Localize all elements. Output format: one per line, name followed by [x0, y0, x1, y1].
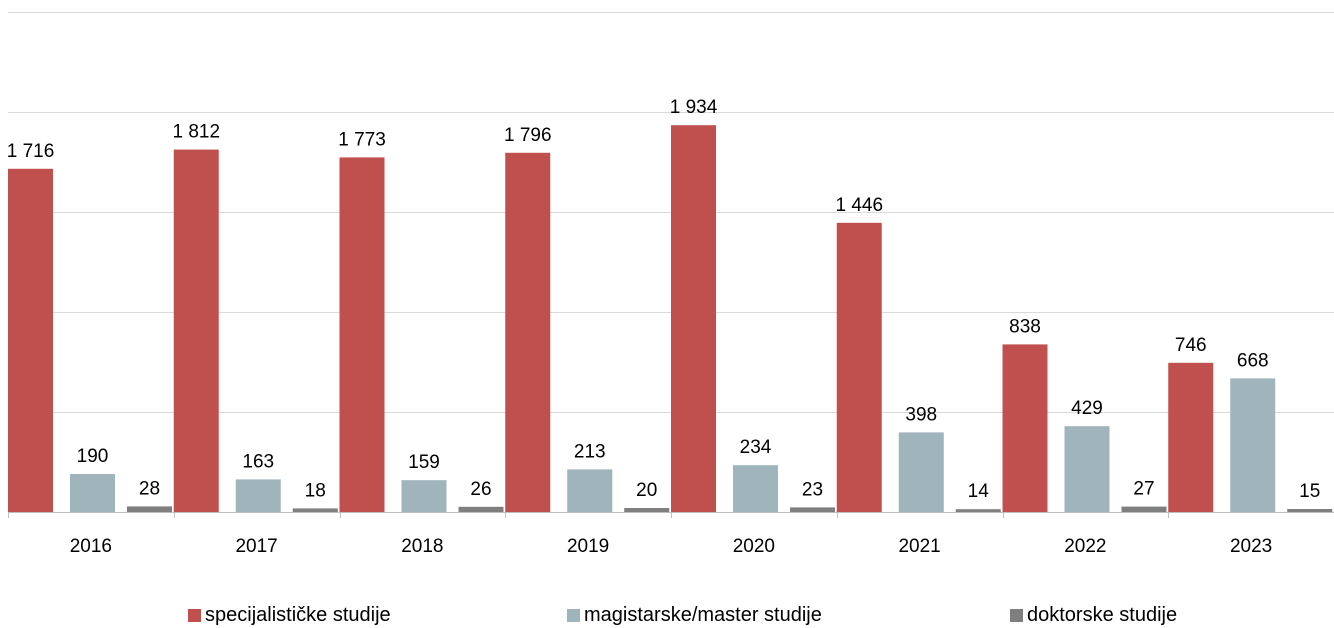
- data-label: 746: [1175, 335, 1207, 356]
- bar-3-2019: [624, 508, 670, 512]
- data-label: 838: [1009, 316, 1041, 337]
- data-label: 398: [905, 404, 937, 425]
- data-label: 26: [470, 479, 491, 500]
- bar-1-2021: [836, 222, 882, 513]
- legend: specijalističke studije magistarske/mast…: [0, 604, 1334, 628]
- bar-3-2020: [790, 507, 835, 512]
- x-tick-label: 2023: [1230, 536, 1272, 557]
- legend-label-magistarske: magistarske/master studije: [584, 604, 822, 626]
- data-label: 213: [574, 441, 606, 462]
- x-tick-label: 2019: [567, 536, 609, 557]
- bar-1-2022: [1002, 344, 1048, 512]
- data-label: 1 446: [835, 195, 883, 216]
- data-label: 668: [1237, 350, 1269, 371]
- data-label: 159: [408, 452, 440, 473]
- bar-chart: 1 716 190 28 2016 1 812 163 18 2017 1 773 159 26 20…: [7, 12, 1334, 557]
- bar-3-2023: [1287, 509, 1333, 512]
- bar-3-2017: [292, 508, 338, 512]
- legend-swatch-magistarske: [567, 609, 580, 622]
- x-tick-label: 2022: [1064, 536, 1106, 557]
- legend-swatch-specijalisticke: [188, 609, 201, 622]
- legend-label-specijalisticke: specijalističke studije: [205, 604, 391, 626]
- bar-2-2017: [235, 479, 281, 512]
- x-tick-label: 2016: [70, 536, 112, 557]
- data-label: 28: [139, 478, 160, 499]
- data-label: 18: [305, 480, 326, 501]
- bar-3-2022: [1121, 506, 1167, 512]
- data-label: 1 812: [172, 122, 220, 143]
- x-tick-label: 2018: [401, 536, 443, 557]
- bar-3-2016: [127, 506, 172, 512]
- bar-2-2020: [733, 465, 778, 512]
- legend-item-magistarske: magistarske/master studije: [567, 604, 822, 627]
- data-label: 163: [242, 451, 274, 472]
- bar-1-2020: [671, 125, 716, 512]
- data-label: 14: [968, 481, 990, 502]
- bar-2-2019: [567, 469, 613, 512]
- bar-2-2016: [70, 474, 115, 512]
- data-label: 27: [1133, 479, 1154, 500]
- x-tick-label: 2017: [235, 536, 277, 557]
- data-label: 15: [1299, 481, 1320, 502]
- bar-2-2022: [1064, 426, 1110, 512]
- bar-1-2017: [173, 149, 219, 512]
- bar-2-2023: [1230, 378, 1276, 512]
- data-label: 1 716: [7, 141, 55, 162]
- bar-3-2018: [458, 506, 504, 512]
- legend-swatch-doktorske: [1010, 609, 1023, 622]
- x-tick-label: 2021: [898, 536, 940, 557]
- data-label: 1 934: [670, 97, 718, 118]
- legend-item-specijalisticke: specijalističke studije: [188, 604, 391, 627]
- data-label: 1 773: [338, 129, 386, 150]
- legend-item-doktorske: doktorske studije: [1010, 604, 1177, 627]
- data-label: 1 796: [504, 125, 552, 146]
- legend-label-doktorske: doktorske studije: [1027, 604, 1178, 626]
- data-label: 23: [802, 479, 823, 500]
- bar-3-2021: [955, 509, 1001, 512]
- bar-1-2016: [8, 168, 53, 513]
- data-label: 20: [636, 480, 657, 501]
- bar-1-2018: [339, 157, 385, 512]
- x-tick-label: 2020: [733, 536, 775, 557]
- data-label: 234: [740, 437, 772, 458]
- bar-1-2023: [1168, 362, 1214, 512]
- bar-1-2019: [505, 152, 551, 513]
- bar-2-2021: [898, 432, 944, 512]
- data-label: 190: [77, 446, 109, 467]
- data-label: 429: [1071, 398, 1103, 419]
- bar-2-2018: [401, 480, 447, 512]
